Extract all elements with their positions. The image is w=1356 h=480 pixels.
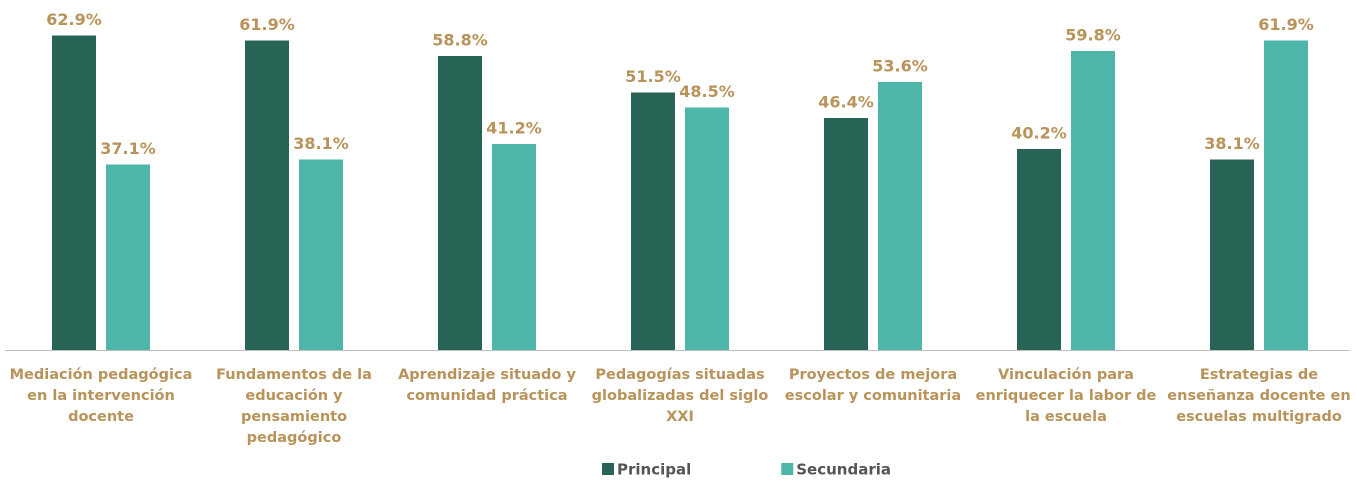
value-label: 61.9% xyxy=(1258,15,1314,34)
value-label: 59.8% xyxy=(1065,26,1121,45)
bar xyxy=(299,159,343,350)
bar xyxy=(1017,149,1061,350)
legend-label: Secundaria xyxy=(796,461,891,479)
x-tick-label: Fundamentos de la educación y pensamiento p… xyxy=(216,367,372,446)
legend-swatch xyxy=(781,463,794,475)
bar xyxy=(685,107,729,350)
x-tick-label: Vinculación para enriquecer la labor de la… xyxy=(976,367,1157,425)
value-label: 61.9% xyxy=(239,15,295,34)
bar xyxy=(1071,51,1115,350)
value-label: 38.1% xyxy=(293,134,349,153)
value-label: 58.8% xyxy=(432,31,488,50)
bar xyxy=(878,82,922,350)
value-label: 62.9% xyxy=(46,10,102,29)
value-label: 48.5% xyxy=(679,82,735,101)
x-tick-label: Proyectos de mejora escolar y comunitaria xyxy=(785,367,961,404)
value-label: 41.2% xyxy=(486,119,542,138)
x-tick-label: Mediación pedagógica en la intervención do… xyxy=(10,367,193,425)
legend-label: Principal xyxy=(617,461,691,479)
bar xyxy=(1264,40,1308,350)
bar xyxy=(824,118,868,350)
value-label: 53.6% xyxy=(872,57,928,76)
value-label: 51.5% xyxy=(625,67,681,86)
bar xyxy=(492,144,536,350)
value-label: 37.1% xyxy=(100,139,156,158)
x-tick-label: Estrategias de enseñanza docente en escuel… xyxy=(1167,367,1350,425)
bar xyxy=(245,40,289,350)
bar xyxy=(52,35,96,350)
value-label: 40.2% xyxy=(1011,124,1067,143)
x-tick-label: Pedagogías situadas globalizadas del sigl… xyxy=(592,367,769,425)
bar xyxy=(106,164,150,350)
x-tick-label: Aprendizaje situado y comunidad práctica xyxy=(398,367,576,404)
bar xyxy=(438,56,482,350)
legend-swatch xyxy=(602,463,614,475)
bar xyxy=(1210,159,1254,350)
bar xyxy=(631,92,675,350)
value-label: 46.4% xyxy=(818,93,874,112)
value-label: 38.1% xyxy=(1204,134,1260,153)
